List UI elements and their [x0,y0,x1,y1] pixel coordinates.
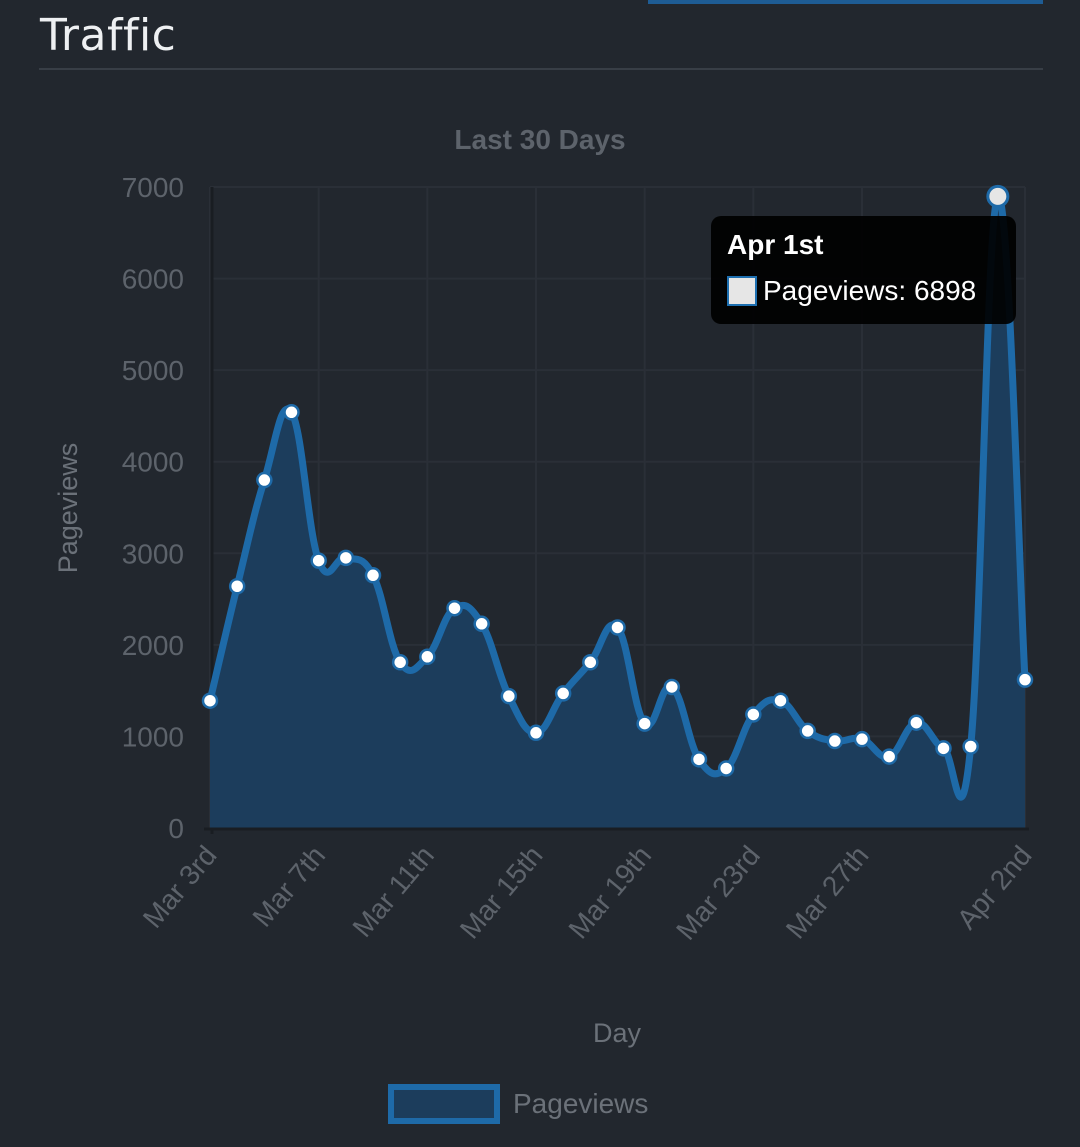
y-tick-label: 1000 [122,721,184,752]
data-point[interactable] [636,715,653,732]
data-point[interactable] [962,738,979,755]
data-point[interactable] [582,654,599,671]
y-tick-labels: 0 1000 2000 3000 4000 5000 6000 7000 [122,172,184,844]
data-points [201,184,1034,777]
data-point[interactable] [772,692,789,709]
data-point[interactable] [527,724,545,742]
data-point[interactable] [853,730,871,748]
data-point[interactable] [337,549,355,567]
data-point[interactable] [391,654,409,671]
data-point[interactable] [473,615,490,633]
data-point[interactable] [419,648,436,666]
data-point[interactable] [799,722,816,740]
section-title: Traffic [40,10,177,61]
title-divider [39,68,1043,70]
chart-title: Last 30 Days [454,124,625,155]
x-tick-label: Mar 11th [346,840,439,943]
data-point[interactable] [1016,671,1034,688]
data-point[interactable] [609,619,626,636]
data-point[interactable] [201,692,219,709]
y-axis-title: Pageviews [53,443,83,574]
data-point[interactable] [283,404,300,421]
y-tick-label: 4000 [122,447,184,478]
tooltip-title: Apr 1st [727,229,824,260]
top-accent-bar [648,0,1043,4]
data-point[interactable] [880,748,898,765]
data-point[interactable] [500,687,518,705]
data-point[interactable] [364,567,382,584]
data-point[interactable] [690,751,708,768]
x-tick-label: Mar 3rd [137,840,223,934]
x-tick-label: Mar 19th [562,840,657,945]
chart-tooltip: Apr 1st Pageviews: 6898 [711,216,1016,324]
tooltip-row: Pageviews: 6898 [727,275,1000,307]
y-tick-label: 7000 [122,172,184,203]
legend-label-pageviews[interactable]: Pageviews [513,1088,648,1119]
x-tick-label: Mar 27th [780,840,875,945]
data-point[interactable] [935,740,952,757]
y-tick-label: 2000 [122,630,184,661]
data-point[interactable] [826,732,844,750]
data-point[interactable] [256,471,273,489]
tooltip-swatch [727,276,757,306]
x-axis-title: Day [593,1018,642,1048]
data-point[interactable] [446,599,463,617]
tooltip-value: 6898 [913,275,977,306]
legend-swatch-pageviews[interactable] [388,1084,500,1124]
data-point[interactable] [554,685,572,702]
x-tick-label: Mar 15th [454,840,549,945]
data-point[interactable] [908,714,925,731]
data-point[interactable] [745,706,762,723]
data-point[interactable] [717,760,735,777]
tooltip-separator: : [898,275,914,306]
y-tick-label: 3000 [122,538,184,569]
y-tick-label: 6000 [122,264,184,295]
y-tick-label: 5000 [122,355,184,386]
x-tick-labels: Mar 3rd Mar 7th Mar 11th Mar 15th Mar 19th Ma… [137,840,1038,946]
data-point[interactable] [310,552,327,569]
y-tick-label: 0 [168,813,184,844]
data-point[interactable] [663,678,681,696]
data-point[interactable] [228,578,246,595]
x-tick-label: Mar 23rd [670,840,766,946]
data-point[interactable] [986,184,1010,208]
tooltip-label: Pageviews [763,275,899,306]
x-tick-label: Mar 7th [246,840,331,933]
x-tick-label: Apr 2nd [951,840,1038,935]
